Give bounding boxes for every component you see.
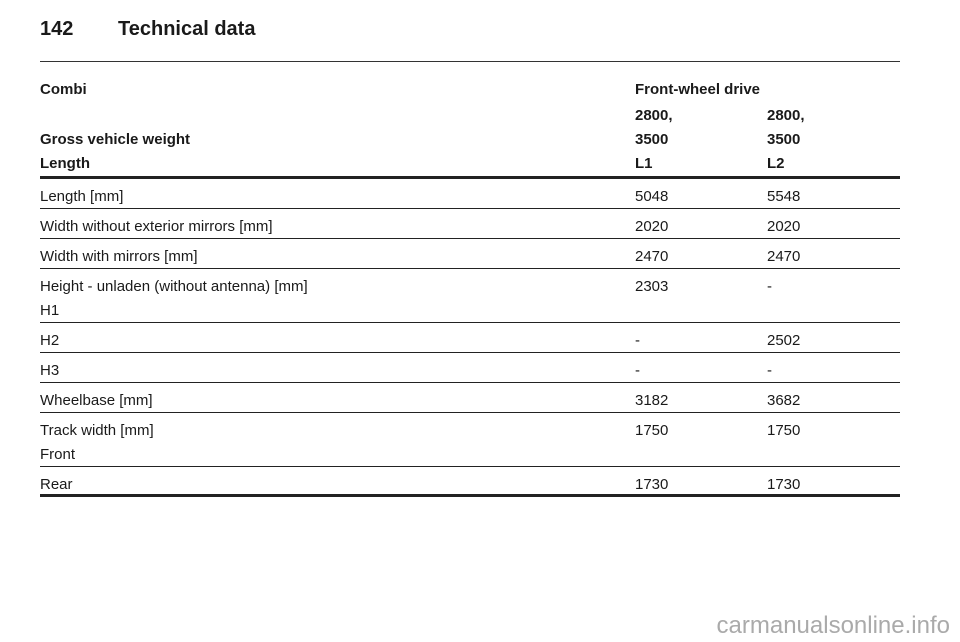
table-cell: - — [635, 362, 640, 379]
table-cell: 2470 — [635, 248, 669, 265]
table-cell: Width with mirrors [mm] — [40, 248, 198, 265]
table-cell: Height - unladen (without antenna) [mm] … — [40, 278, 308, 319]
caption-cell: L2 — [767, 155, 785, 172]
table-cell: H2 — [40, 332, 60, 349]
table-row: Rear 1730 1730 — [40, 467, 900, 497]
table-row: Wheelbase [mm] 3182 3682 — [40, 383, 900, 413]
table-cell: 3682 — [767, 392, 801, 409]
table-row: H2 - 2502 — [40, 323, 900, 353]
table-cell: 1730 — [635, 476, 669, 493]
caption-row: Gross vehicle weight 2800, 3500 2800, 3500 — [40, 104, 900, 152]
table-cell: Track width [mm] Front — [40, 422, 154, 463]
table-cell: 2303 — [635, 278, 669, 295]
table-row: Track width [mm] Front 1750 1750 — [40, 413, 900, 467]
table-cell: 5548 — [767, 188, 801, 205]
table-cell: 2502 — [767, 332, 801, 349]
caption-cell: L1 — [635, 155, 653, 172]
caption-cell: 2800, 3500 — [767, 107, 805, 148]
caption-cell: Gross vehicle weight — [40, 131, 191, 148]
caption-cell: Front-wheel drive — [635, 81, 761, 98]
caption-row: Length L1 L2 — [40, 152, 900, 179]
table-cell: 1730 — [767, 476, 801, 493]
table-row: Height - unladen (without antenna) [mm] … — [40, 269, 900, 323]
header-rule — [40, 61, 900, 62]
page-number: 142 — [40, 18, 74, 40]
table-row: Length [mm] 5048 5548 — [40, 179, 900, 209]
table-cell: - — [767, 362, 772, 379]
spec-table: Combi Front-wheel drive Gross vehicle weig… — [40, 78, 900, 497]
page-title: Technical data — [118, 18, 256, 40]
caption-cell: Combi — [40, 81, 87, 98]
table-cell: 2020 — [635, 218, 669, 235]
table-row: Width with mirrors [mm] 2470 2470 — [40, 239, 900, 269]
table-cell: 1750 — [635, 422, 669, 439]
table-cell: 5048 — [635, 188, 669, 205]
header: 142 Technical data — [40, 18, 255, 41]
table-cell: 1750 — [767, 422, 801, 439]
table-cell: Wheelbase [mm] — [40, 392, 153, 409]
table-cell: Width without exterior mirrors [mm] — [40, 218, 273, 235]
table-cell: 2470 — [767, 248, 801, 265]
watermark: carmanualsonline.info — [716, 612, 950, 639]
caption-cell: 2800, 3500 — [635, 107, 673, 148]
table-cell: 3182 — [635, 392, 669, 409]
table-cell: - — [767, 278, 772, 295]
table-cell: 2020 — [767, 218, 801, 235]
table-cell: H3 — [40, 362, 60, 379]
caption-cell: Length — [40, 155, 90, 172]
table-row: Width without exterior mirrors [mm] 2020 2… — [40, 209, 900, 239]
table-row: H3 - - — [40, 353, 900, 383]
table-cell: Rear — [40, 476, 73, 493]
caption-row: Combi Front-wheel drive — [40, 78, 900, 102]
table-cell: Length [mm] — [40, 188, 124, 205]
table-cell: - — [635, 332, 640, 349]
